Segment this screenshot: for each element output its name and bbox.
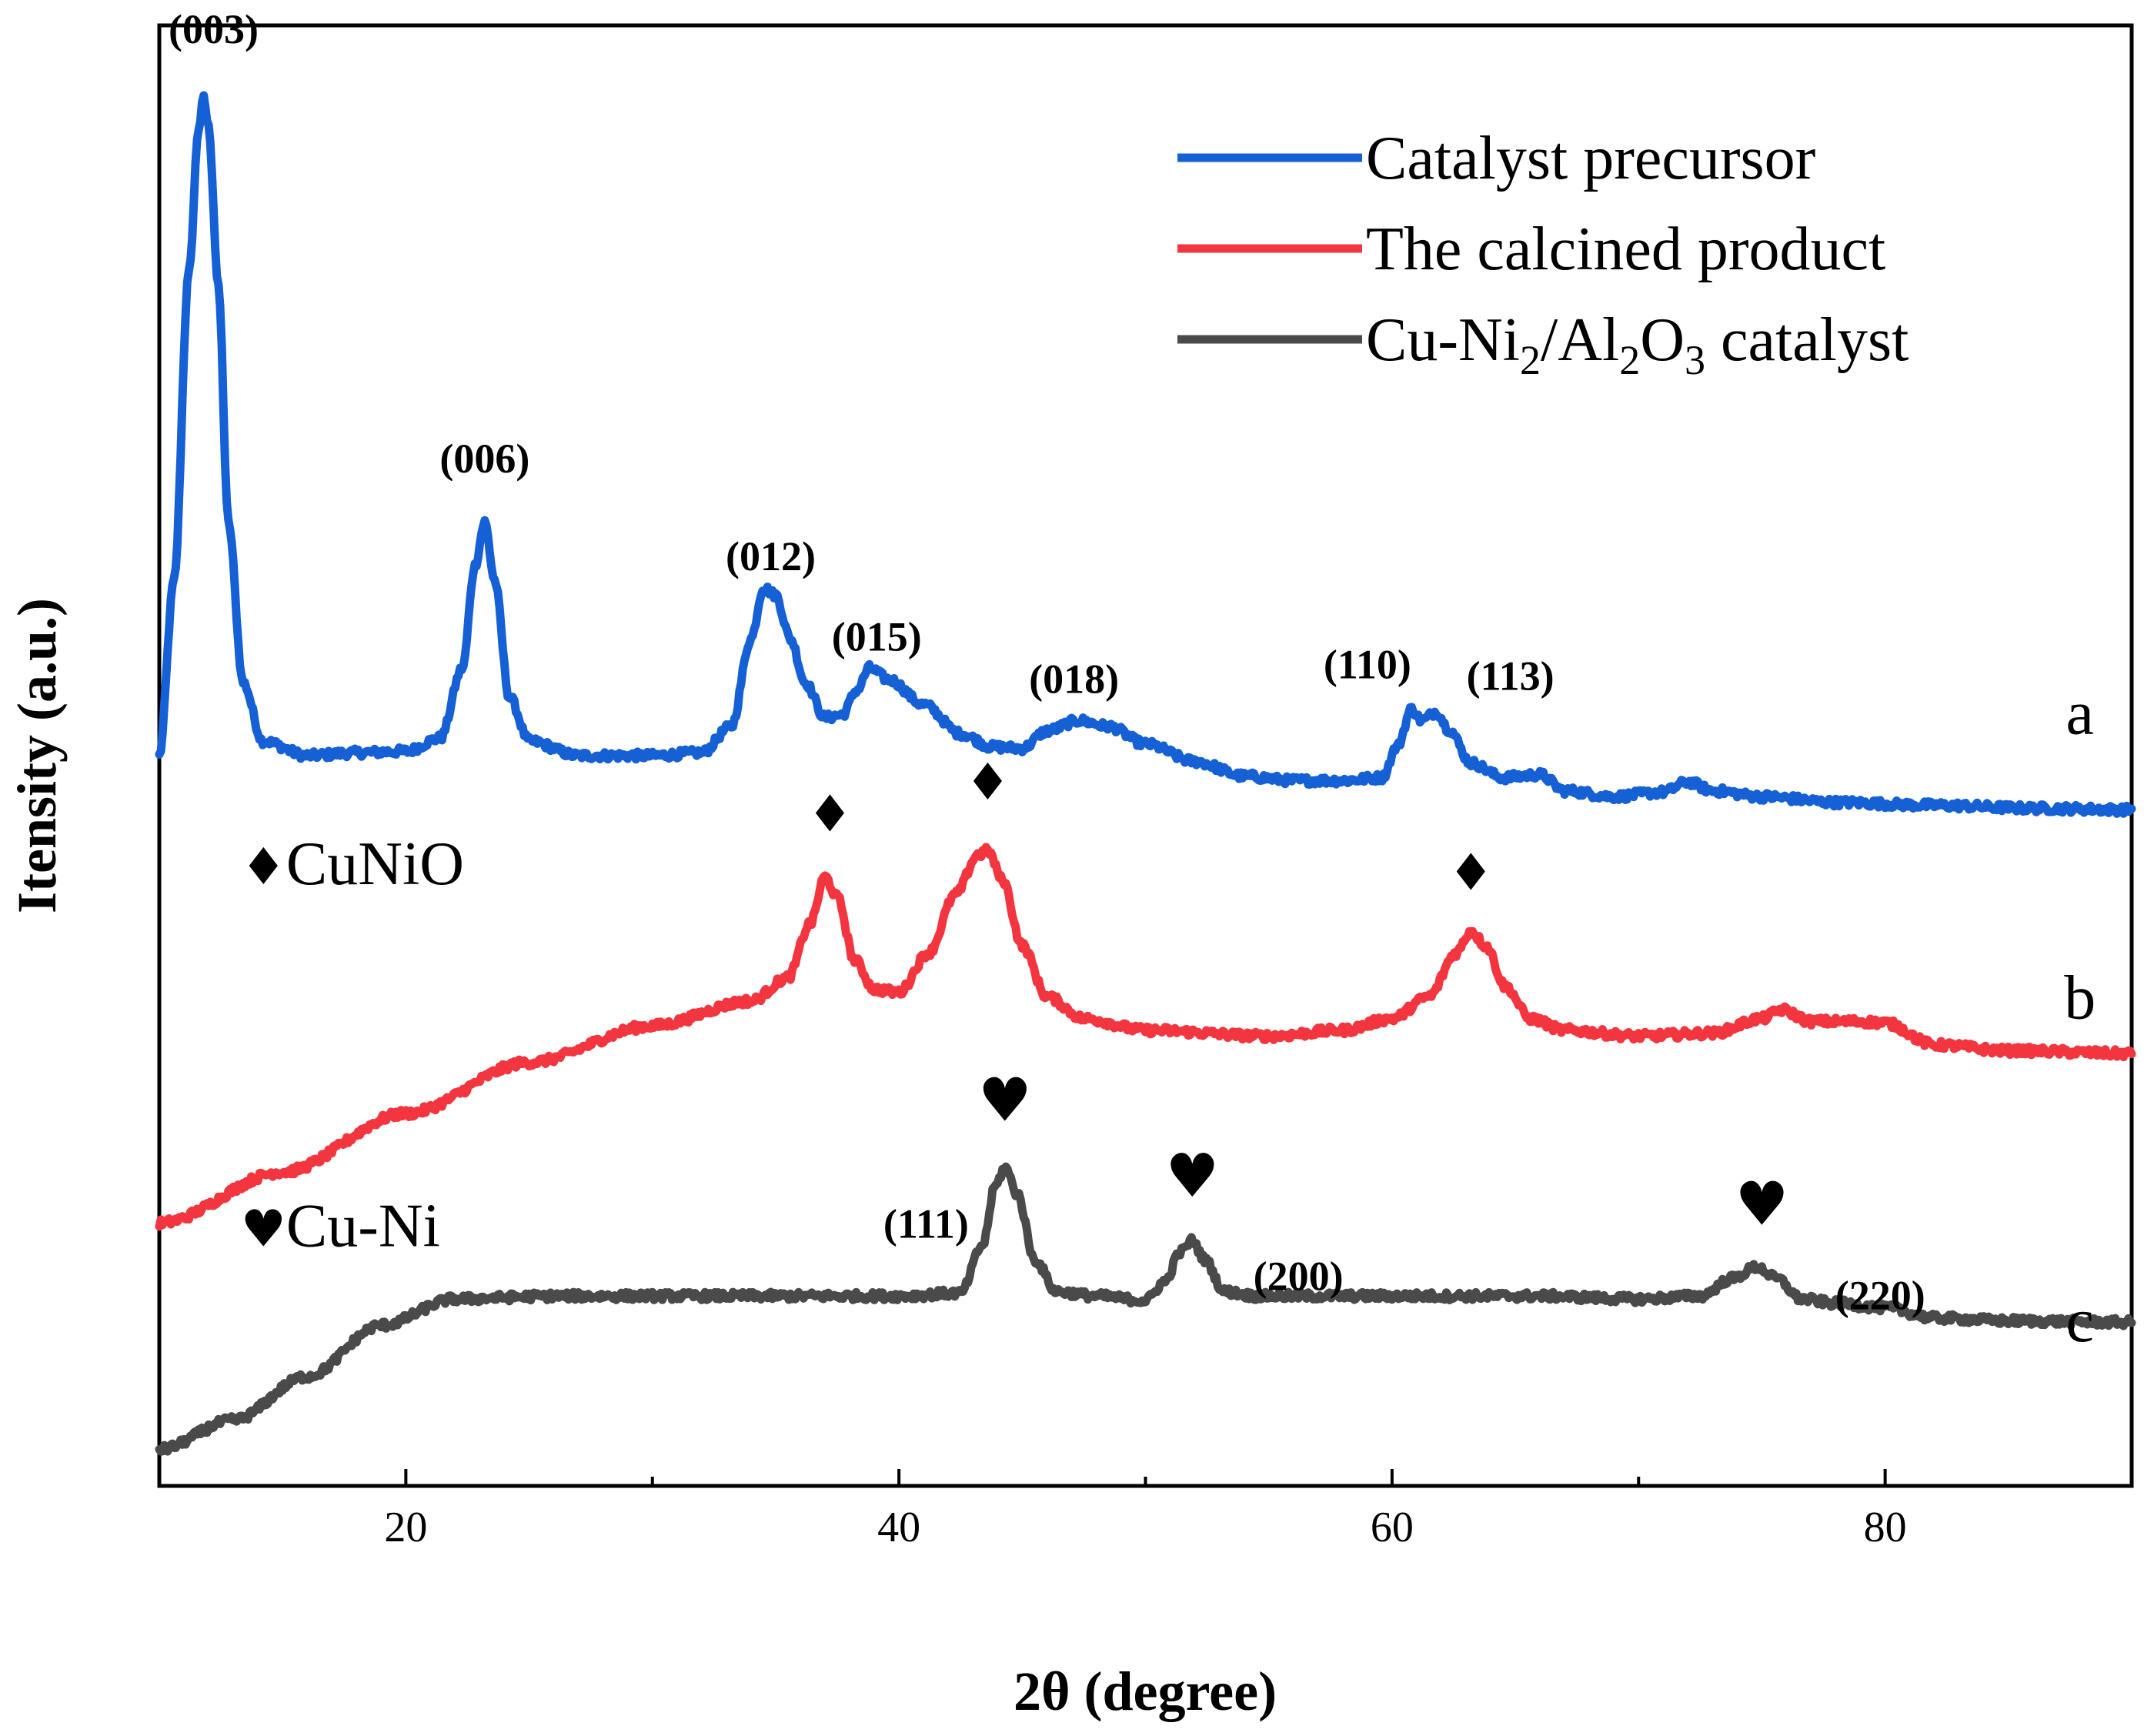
series-line-c bbox=[155, 1162, 2136, 1456]
curve-tag-b: b bbox=[2064, 963, 2096, 1033]
x-tick-label: 40 bbox=[877, 1504, 920, 1551]
series-line-a bbox=[155, 91, 2136, 818]
peak-label: (110) bbox=[1324, 641, 1411, 687]
x-tick-label: 80 bbox=[1864, 1504, 1907, 1551]
x-tick-label: 20 bbox=[384, 1504, 427, 1551]
peak-label: (113) bbox=[1467, 653, 1555, 699]
series-layer bbox=[155, 91, 2136, 1456]
legend-catalyst-part: /Al bbox=[1541, 306, 1619, 374]
phase-legend-label: ♥Cu-Ni bbox=[241, 1193, 440, 1260]
diamond-marker-icon: ♦ bbox=[1448, 843, 1494, 903]
curve-tag-c: c bbox=[2066, 1285, 2094, 1355]
curve-tag-a: a bbox=[2066, 678, 2094, 748]
phase-legend-label: ♦CuNiO bbox=[241, 830, 464, 898]
legend: Catalyst precursor The calcined product … bbox=[1177, 125, 1909, 383]
peak-label: (200) bbox=[1254, 1254, 1344, 1300]
peak-label: (015) bbox=[832, 613, 922, 659]
legend-catalyst-sub: 2 bbox=[1619, 337, 1640, 383]
peak-label: (012) bbox=[726, 533, 816, 579]
legend-label-catalyst: Cu-Ni2/Al2O3 catalyst bbox=[1366, 306, 1909, 383]
heart-icon: ♥ bbox=[241, 1200, 286, 1259]
x-axis-ticks: 20 40 60 80 bbox=[158, 1469, 2133, 1551]
legend-catalyst-sub: 3 bbox=[1685, 337, 1705, 383]
peak-label: (111) bbox=[883, 1200, 969, 1247]
legend-catalyst-part: Cu-Ni bbox=[1366, 306, 1520, 374]
diamond-marker-icon: ♦ bbox=[807, 785, 853, 844]
heart-marker-icon: ♥ bbox=[1735, 1170, 1788, 1239]
peak-label: (006) bbox=[439, 436, 529, 482]
legend-label-precursor: Catalyst precursor bbox=[1366, 125, 1815, 192]
series-line-b bbox=[155, 843, 2136, 1231]
legend-catalyst-part: O bbox=[1640, 306, 1685, 374]
diamond-icon: ♦ bbox=[241, 837, 286, 896]
peak-label: (018) bbox=[1029, 656, 1119, 702]
diamond-marker-icon: ♦ bbox=[965, 753, 1010, 812]
phase-name: CuNiO bbox=[286, 830, 464, 898]
peak-label: (220) bbox=[1835, 1272, 1925, 1318]
y-axis-title: Itensity (a.u.) bbox=[6, 598, 68, 913]
phase-name: Cu-Ni bbox=[286, 1193, 440, 1260]
annotation-layer: (003) (006) (012) (015) (018) (110) (113) (111)… bbox=[169, 6, 2096, 1355]
peak-label: (003) bbox=[169, 6, 259, 52]
x-axis-title: 2θ (degree) bbox=[1014, 1661, 1277, 1722]
legend-catalyst-sub: 2 bbox=[1520, 337, 1541, 383]
heart-marker-icon: ♥ bbox=[978, 1067, 1032, 1136]
x-tick-label: 60 bbox=[1371, 1504, 1414, 1551]
heart-marker-icon: ♥ bbox=[1165, 1142, 1219, 1211]
legend-label-calcined: The calcined product bbox=[1366, 215, 1885, 283]
legend-catalyst-part: catalyst bbox=[1705, 306, 1909, 374]
